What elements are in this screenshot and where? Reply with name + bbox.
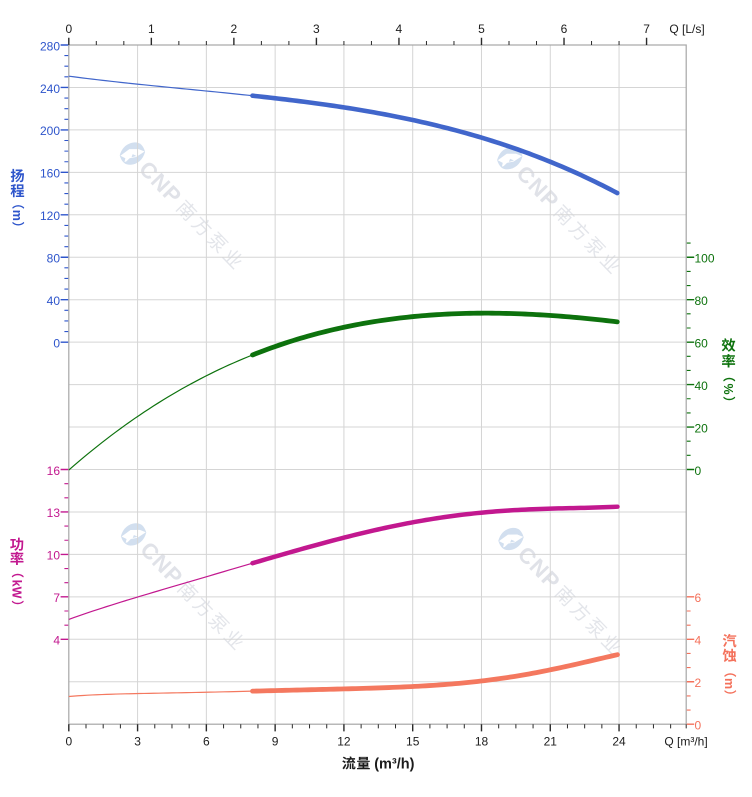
svg-text:160: 160 [40,167,60,181]
svg-text:6: 6 [203,735,210,749]
svg-text:10: 10 [47,549,61,563]
svg-text:0: 0 [695,719,702,733]
svg-text:2: 2 [695,676,702,690]
svg-text:%: % [721,383,735,394]
svg-text:kW: kW [10,580,24,599]
svg-text:4: 4 [695,634,702,648]
svg-text:6: 6 [695,591,702,605]
svg-text:9: 9 [272,735,279,749]
svg-text:Q [m³/h]: Q [m³/h] [664,735,707,749]
svg-text:4: 4 [53,634,60,648]
svg-text:24: 24 [612,735,626,749]
svg-text:0: 0 [695,464,702,478]
svg-text:2: 2 [231,22,238,36]
svg-text:3: 3 [313,22,320,36]
svg-text:3: 3 [134,735,141,749]
svg-text:0: 0 [65,735,72,749]
svg-text:16: 16 [47,464,61,478]
svg-text:6: 6 [561,22,568,36]
svg-text:21: 21 [544,735,558,749]
svg-text:(m³/h): (m³/h) [374,756,414,772]
svg-text:12: 12 [337,735,351,749]
svg-text:20: 20 [695,421,709,435]
svg-text:m: m [10,210,24,221]
svg-text:7: 7 [53,591,60,605]
svg-text:1: 1 [148,22,155,36]
svg-text:7: 7 [643,22,650,36]
svg-text:100: 100 [695,252,715,266]
svg-text:15: 15 [406,735,420,749]
svg-text:18: 18 [475,735,489,749]
svg-text:240: 240 [40,82,60,96]
svg-text:280: 280 [40,39,60,53]
svg-text:5: 5 [478,22,485,36]
svg-text:13: 13 [47,506,61,520]
svg-text:40: 40 [47,294,61,308]
svg-text:40: 40 [695,379,709,393]
svg-text:200: 200 [40,124,60,138]
svg-text:4: 4 [396,22,403,36]
svg-text:80: 80 [47,252,61,266]
svg-text:Q [L/s]: Q [L/s] [669,22,704,36]
svg-text:120: 120 [40,209,60,223]
svg-text:m: m [722,678,736,689]
svg-text:0: 0 [53,337,60,351]
svg-text:60: 60 [695,337,709,351]
svg-text:0: 0 [65,22,72,36]
svg-text:80: 80 [695,294,709,308]
